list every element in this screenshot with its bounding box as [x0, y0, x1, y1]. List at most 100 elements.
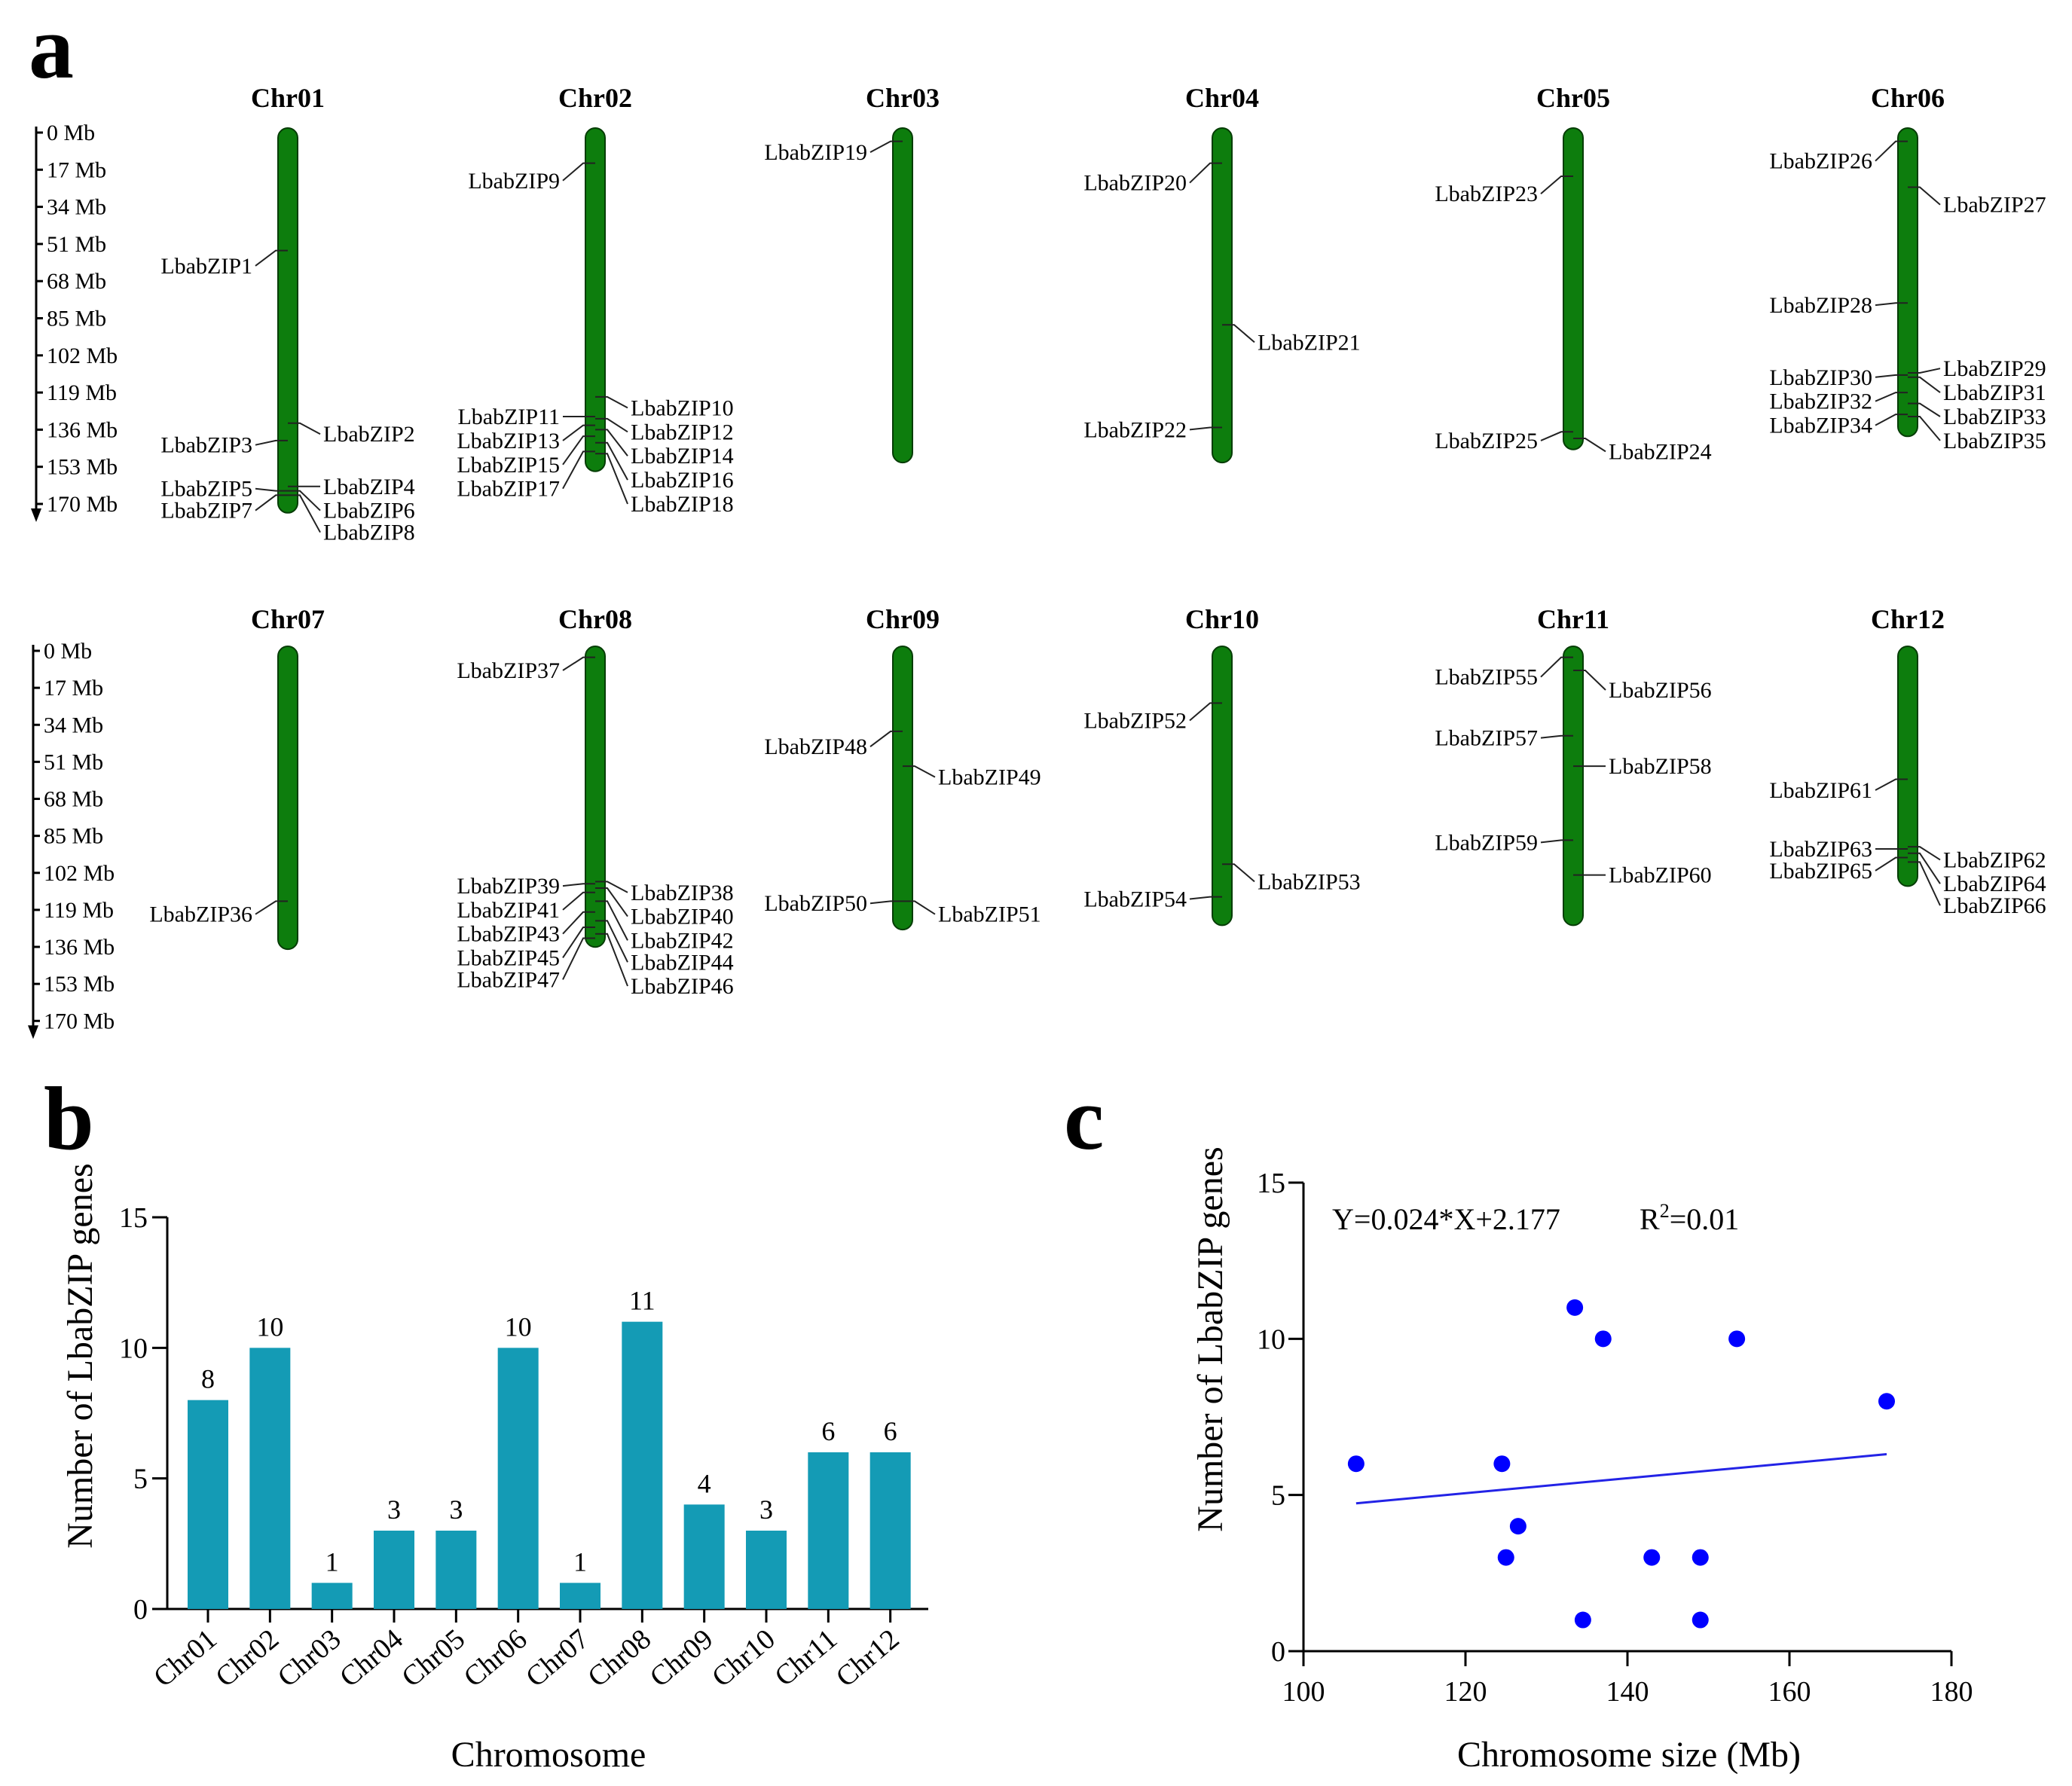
bar-chart-x-tick-label: Chr01 [148, 1623, 223, 1693]
scale-tick-label: 170 Mb [47, 492, 118, 517]
bar-chart-x-tick-label: Chr12 [830, 1623, 906, 1693]
gene-connector [255, 494, 288, 511]
gene-label-lbabzip47: LbabZIP47 [457, 967, 560, 992]
gene-connector [595, 395, 628, 409]
gene-label-lbabzip36: LbabZIP36 [149, 902, 252, 927]
scale-tick-label: 102 Mb [47, 343, 118, 368]
scale-tick-label: 136 Mb [47, 417, 118, 442]
scatter-x-tick-label: 180 [1930, 1676, 1973, 1708]
gene-label-lbabzip24: LbabZIP24 [1609, 439, 1712, 464]
scatter-point [1878, 1393, 1895, 1410]
gene-label-lbabzip7: LbabZIP7 [160, 499, 252, 524]
scale-bar-row-1: 0 Mb 17 Mb 34 Mb 51 Mb 68 Mb 85 Mb 102 Mb 119 M… [31, 121, 118, 522]
bar-value-label: 3 [759, 1494, 773, 1525]
scatter-point [1347, 1455, 1365, 1473]
gene-label-lbabzip39: LbabZIP39 [457, 874, 560, 899]
gene-label-lbabzip33: LbabZIP33 [1943, 405, 2046, 429]
gene-label-lbabzip8: LbabZIP8 [323, 521, 415, 545]
chromosome-chr01: Chr01LbabZIP1LbabZIP2LbabZIP3LbabZIP4Lba… [160, 83, 414, 545]
gene-label-lbabzip52: LbabZIP52 [1083, 708, 1187, 733]
bar-chart-x-tick-label: Chr08 [582, 1623, 657, 1693]
bar-chart-x-tick-label: Chr04 [334, 1623, 409, 1693]
gene-connector [903, 900, 936, 915]
gene-label-lbabzip27: LbabZIP27 [1943, 193, 2046, 218]
gene-label-lbabzip54: LbabZIP54 [1083, 887, 1187, 911]
gene-connector [562, 883, 595, 887]
gene-label-lbabzip30: LbabZIP30 [1769, 365, 1872, 390]
gene-connector [1189, 702, 1222, 722]
chromosome-title: Chr04 [1185, 83, 1259, 113]
gene-label-lbabzip17: LbabZIP17 [457, 477, 560, 502]
scatter-y-tick-label: 15 [1257, 1168, 1285, 1199]
scatter-point [1574, 1611, 1591, 1629]
scatter-x-tick-label: 140 [1606, 1676, 1649, 1708]
gene-connector [869, 140, 903, 153]
bar-chart-x-tick-label: Chr02 [209, 1623, 285, 1693]
bar-chr03 [311, 1583, 353, 1609]
gene-connector [255, 487, 288, 492]
gene-connector [1908, 416, 1941, 441]
gene-label-lbabzip63: LbabZIP63 [1769, 837, 1872, 862]
gene-connector [595, 920, 628, 963]
gene-connector [562, 656, 595, 671]
scale-tick-label: 68 Mb [47, 269, 106, 294]
chromosome-map: 0 Mb 17 Mb 34 Mb 51 Mb 68 Mb 85 Mb 102 Mb 119 M… [28, 83, 2046, 1040]
gene-label-lbabzip44: LbabZIP44 [631, 950, 734, 975]
scale-axis-arrow [28, 1025, 38, 1040]
scale-tick-label: 119 Mb [47, 380, 117, 405]
gene-label-lbabzip66: LbabZIP66 [1943, 893, 2046, 918]
chromosome-title: Chr05 [1536, 83, 1610, 113]
bar-chr10 [746, 1531, 787, 1609]
gene-label-lbabzip14: LbabZIP14 [631, 444, 734, 469]
gene-label-lbabzip29: LbabZIP29 [1943, 356, 2046, 381]
scale-tick-label: 17 Mb [47, 157, 106, 182]
chromosome-chr03: Chr03 LbabZIP19 [764, 83, 940, 464]
gene-connector [595, 453, 628, 505]
scale-tick-label: 153 Mb [44, 972, 115, 997]
scatter-y-tick-label: 10 [1257, 1323, 1285, 1355]
gene-connector [1875, 374, 1908, 378]
scale-tick-label: 34 Mb [44, 713, 103, 737]
chromosome-title: Chr06 [1871, 83, 1945, 113]
bar-chr02 [249, 1348, 291, 1609]
bar-chart-y-tick-label: 15 [119, 1202, 148, 1234]
gene-label-lbabzip6: LbabZIP6 [323, 499, 415, 524]
scale-bar-row-2: 0 Mb 17 Mb 34 Mb 51 Mb 68 Mb 85 Mb 102 Mb 119 M… [28, 639, 115, 1040]
gene-label-lbabzip12: LbabZIP12 [631, 420, 734, 444]
chromosome-title: Chr08 [558, 604, 632, 634]
gene-label-lbabzip60: LbabZIP60 [1609, 863, 1712, 888]
gene-connector [1573, 438, 1606, 453]
gene-label-lbabzip25: LbabZIP25 [1435, 429, 1538, 453]
chromosome-body [1563, 127, 1584, 450]
gene-connector [595, 900, 628, 941]
scale-tick-label: 170 Mb [44, 1009, 115, 1033]
bar-value-label: 10 [256, 1311, 283, 1342]
bar-value-label: 6 [884, 1416, 897, 1446]
gene-label-lbabzip64: LbabZIP64 [1943, 872, 2046, 896]
gene-connector [562, 927, 595, 959]
gene-connector [562, 424, 595, 441]
gene-label-lbabzip55: LbabZIP55 [1435, 665, 1538, 690]
chromosome-title: Chr09 [866, 604, 940, 634]
gene-connector [562, 891, 595, 911]
chromosome-body [892, 646, 913, 931]
gene-connector [1908, 846, 1941, 861]
scatter-points [1347, 1299, 1895, 1629]
bar-value-label: 11 [629, 1286, 656, 1316]
gene-connector [562, 937, 595, 980]
gene-label-lbabzip22: LbabZIP22 [1083, 417, 1187, 442]
gene-connector [562, 162, 595, 182]
chromosome-chr06: Chr06 LbabZIP26 LbabZIP27 LbabZIP28 LbabZIP2… [1769, 83, 2046, 453]
bar-value-label: 10 [505, 1311, 532, 1342]
gene-label-lbabzip51: LbabZIP51 [938, 902, 1041, 927]
bar-value-label: 8 [201, 1364, 215, 1394]
gene-connector [1540, 839, 1573, 844]
gene-connector [1908, 861, 1941, 906]
gene-label-lbabzip62: LbabZIP62 [1943, 847, 2046, 872]
chromosome-body [585, 127, 606, 472]
scatter-x-tick-label: 160 [1768, 1676, 1811, 1708]
gene-label-lbabzip46: LbabZIP46 [631, 974, 734, 999]
chromosome-title: Chr02 [558, 83, 632, 113]
r-squared-value: =0.01 [1670, 1202, 1740, 1236]
chromosome-chr10: Chr10 LbabZIP52 LbabZIP53 LbabZIP54 [1083, 604, 1361, 927]
